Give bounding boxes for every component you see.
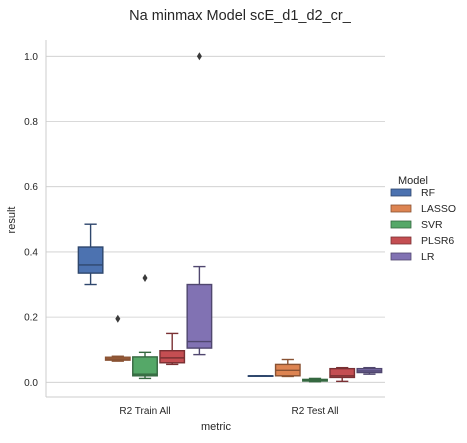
legend-swatch-plsr6 [391, 237, 411, 244]
box-plsr6-1 [330, 368, 354, 382]
gridlines [46, 56, 385, 382]
box-body [160, 351, 184, 363]
outlier-point [197, 52, 202, 60]
legend-label-lr: LR [421, 251, 435, 263]
y-tick-label: 1.0 [24, 52, 38, 63]
box-lasso-1 [276, 360, 300, 377]
boxes [78, 52, 381, 381]
outlier-point [115, 315, 120, 323]
legend-label-lasso: LASSO [421, 203, 456, 215]
legend-label-plsr6: PLSR6 [421, 235, 454, 247]
box-lasso-0 [106, 315, 130, 361]
x-tick-label: R2 Test All [291, 406, 338, 417]
legend-swatch-lr [391, 253, 411, 260]
x-tick-label: R2 Train All [119, 406, 170, 417]
y-axis-label: result [6, 207, 18, 234]
legend-swatch-lasso [391, 205, 411, 212]
y-tick-label: 0.2 [24, 313, 38, 324]
box-body [78, 247, 102, 273]
box-rf-1 [248, 376, 272, 377]
x-axis-label: metric [201, 421, 231, 433]
box-rf-0 [78, 224, 102, 284]
legend-swatch-svr [391, 221, 411, 228]
box-svr-0 [133, 274, 157, 378]
axes [46, 40, 385, 397]
legend: Model RF LASSO SVR PLSR6 LR [391, 175, 456, 263]
y-tick-label: 0.4 [24, 247, 38, 258]
box-body [187, 285, 211, 349]
y-tick-label: 0.0 [24, 378, 38, 389]
legend-title: Model [398, 175, 428, 187]
box-lr-1 [357, 368, 381, 375]
y-tick-label: 0.8 [24, 117, 38, 128]
y-tick-label: 0.6 [24, 182, 38, 193]
legend-label-rf: RF [421, 187, 435, 199]
outlier-point [143, 274, 148, 282]
legend-label-svr: SVR [421, 219, 443, 231]
chart-title: Na minmax Model scE_d1_d2_cr_ [129, 8, 352, 24]
box-plsr6-0 [160, 333, 184, 364]
box-lr-0 [187, 52, 211, 354]
box-svr-1 [303, 378, 327, 381]
legend-swatch-rf [391, 189, 411, 196]
box-body [133, 357, 157, 376]
